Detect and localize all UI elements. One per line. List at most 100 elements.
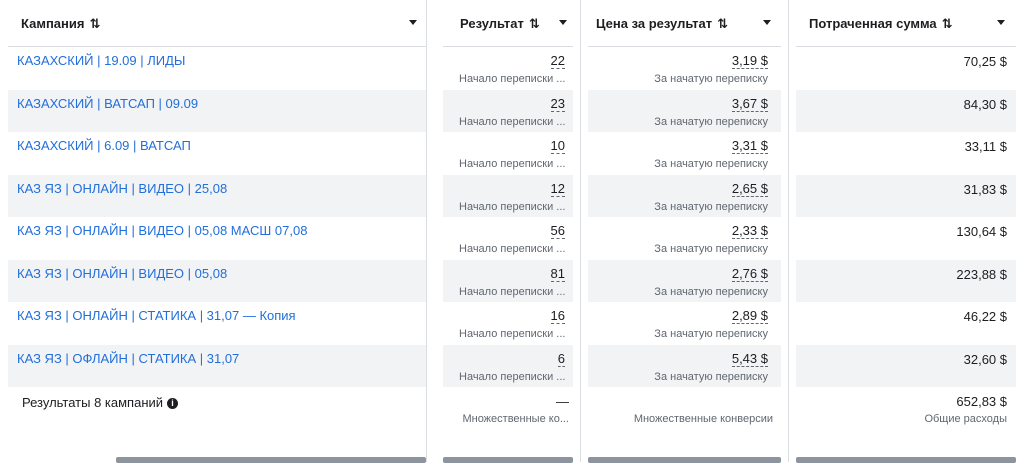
result-header[interactable]: Результат ⇅ [443, 0, 573, 47]
result-value[interactable]: 12 [550, 181, 565, 197]
spent-header[interactable]: Потраченная сумма ⇅ [796, 0, 1016, 47]
campaign-link[interactable]: КАЗАХСКИЙ | 19.09 | ЛИДЫ [17, 53, 186, 68]
cost-cell: 2,89 $ За начатую переписку [588, 302, 781, 344]
campaign-cell: КАЗАХСКИЙ | 19.09 | ЛИДЫ [8, 47, 426, 89]
cost-subtext: За начатую переписку [654, 73, 768, 85]
chevron-down-icon[interactable] [997, 20, 1005, 25]
campaign-header[interactable]: Кампания ⇅ [8, 0, 426, 47]
campaign-link[interactable]: КАЗ ЯЗ | ОНЛАЙН | ВИДЕО | 25,08 [17, 181, 228, 196]
spent-value: 70,25 $ [963, 54, 1007, 69]
chevron-down-icon[interactable] [409, 20, 417, 25]
result-subtext: Начало переписки ... [459, 158, 566, 170]
cost-value[interactable]: 3,19 $ [731, 53, 768, 69]
spent-cell: 223,88 $ [796, 260, 1016, 302]
result-cell: 23 Начало переписки ... [443, 90, 573, 132]
sort-icon[interactable]: ⇅ [717, 16, 728, 31]
horizontal-scrollbar[interactable] [443, 457, 573, 463]
spent-value: 223,88 $ [956, 267, 1007, 282]
cost-value[interactable]: 2,65 $ [731, 181, 768, 197]
campaign-cell: КАЗАХСКИЙ | ВАТСАП | 09.09 [8, 90, 426, 132]
result-subtext: Начало переписки ... [459, 243, 566, 255]
result-value[interactable]: 56 [550, 223, 565, 239]
spent-value: 32,60 $ [963, 352, 1007, 367]
result-header-title[interactable]: Результат ⇅ [460, 16, 540, 31]
horizontal-scrollbar[interactable] [116, 457, 426, 463]
summary-result-value: — [556, 394, 569, 409]
summary-cost-cell: Множественные конверсии [588, 389, 781, 431]
summary-spent-sub: Общие расходы [924, 413, 1007, 425]
info-icon[interactable]: i [167, 398, 179, 409]
campaign-link[interactable]: КАЗАХСКИЙ | ВАТСАП | 09.09 [17, 96, 199, 111]
cost-subtext: За начатую переписку [654, 158, 768, 170]
cost-value[interactable]: 2,33 $ [731, 223, 768, 239]
cost-value[interactable]: 5,43 $ [731, 351, 768, 367]
cost-value[interactable]: 2,89 $ [731, 308, 768, 324]
spent-cell: 70,25 $ [796, 47, 1016, 89]
summary-label: Результаты 8 кампаний [22, 395, 164, 410]
sort-icon[interactable]: ⇅ [941, 16, 953, 31]
spent-header-title[interactable]: Потраченная сумма ⇅ [809, 16, 953, 31]
result-cell: 16 Начало переписки ... [443, 302, 573, 344]
sort-icon[interactable]: ⇅ [528, 16, 540, 31]
campaign-link[interactable]: КАЗАХСКИЙ | 6.09 | ВАТСАП [17, 138, 191, 153]
summary-row: Результаты 8 кампаний i [8, 389, 426, 431]
summary-result-sub: Множественные ко... [462, 413, 569, 425]
sort-icon[interactable]: ⇅ [89, 16, 100, 31]
chevron-down-icon[interactable] [559, 20, 567, 25]
summary-spent-value: 652,83 $ [956, 394, 1007, 409]
cost-value[interactable]: 2,76 $ [731, 266, 768, 282]
campaign-column: Кампания ⇅ КАЗАХСКИЙ | 19.09 | ЛИДЫ КАЗАХС… [8, 0, 426, 470]
column-divider [580, 0, 581, 462]
cost-subtext: За начатую переписку [654, 201, 768, 213]
cost-subtext: За начатую переписку [654, 328, 768, 340]
result-value[interactable]: 23 [550, 96, 565, 112]
cost-value[interactable]: 3,31 $ [731, 138, 768, 154]
result-subtext: Начало переписки ... [459, 371, 566, 383]
campaign-link[interactable]: КАЗ ЯЗ | ОФЛАЙН | СТАТИКА | 31,07 [17, 351, 240, 366]
spent-value: 33,11 $ [964, 139, 1007, 154]
campaign-cell: КАЗ ЯЗ | ОНЛАЙН | СТАТИКА | 31,07 — Копи… [8, 302, 426, 344]
cost-subtext: За начатую переписку [654, 371, 768, 383]
campaign-link[interactable]: КАЗ ЯЗ | ОНЛАЙН | ВИДЕО | 05,08 МАСШ 07,… [17, 223, 308, 238]
spent-value: 84,30 $ [963, 97, 1007, 112]
horizontal-scrollbar[interactable] [588, 457, 781, 463]
spent-value: 130,64 $ [956, 224, 1007, 239]
spent-cell: 130,64 $ [796, 217, 1016, 259]
spent-cell: 84,30 $ [796, 90, 1016, 132]
cost-cell: 2,76 $ За начатую переписку [588, 260, 781, 302]
cost-cell: 3,67 $ За начатую переписку [588, 90, 781, 132]
cost-subtext: За начатую переписку [654, 116, 768, 128]
campaign-link[interactable]: КАЗ ЯЗ | ОНЛАЙН | ВИДЕО | 05,08 [17, 266, 228, 281]
cost-header-title[interactable]: Цена за результат ⇅ [596, 16, 728, 31]
cost-subtext: За начатую переписку [654, 286, 768, 298]
summary-spent-cell: 652,83 $ Общие расходы [796, 389, 1016, 431]
result-column: Результат ⇅ 22 Начало переписки ... 23 Начал… [443, 0, 573, 470]
spent-column: Потраченная сумма ⇅ 70,25 $ 84,30 $ 33,11 $… [796, 0, 1016, 470]
campaign-cell: КАЗ ЯЗ | ОФЛАЙН | СТАТИКА | 31,07 [8, 345, 426, 387]
result-value[interactable]: 81 [550, 266, 565, 282]
cost-cell: 3,19 $ За начатую переписку [588, 47, 781, 89]
column-divider [788, 0, 789, 462]
result-subtext: Начало переписки ... [459, 201, 566, 213]
result-value[interactable]: 22 [550, 53, 565, 69]
result-cell: 10 Начало переписки ... [443, 132, 573, 174]
campaign-link[interactable]: КАЗ ЯЗ | ОНЛАЙН | СТАТИКА | 31,07 — Копи… [17, 308, 296, 323]
result-value[interactable]: 10 [550, 138, 565, 154]
cost-header[interactable]: Цена за результат ⇅ [588, 0, 781, 47]
cost-value[interactable]: 3,67 $ [731, 96, 768, 112]
result-value[interactable]: 6 [557, 351, 565, 367]
summary-cost-sub: Множественные конверсии [633, 413, 773, 425]
spent-cell: 46,22 $ [796, 302, 1016, 344]
campaign-header-title[interactable]: Кампания ⇅ [21, 16, 100, 31]
result-cell: 56 Начало переписки ... [443, 217, 573, 259]
result-subtext: Начало переписки ... [459, 328, 566, 340]
result-cell: 81 Начало переписки ... [443, 260, 573, 302]
cost-subtext: За начатую переписку [654, 243, 768, 255]
result-subtext: Начало переписки ... [459, 116, 566, 128]
chevron-down-icon[interactable] [763, 20, 771, 25]
spent-value: 46,22 $ [963, 309, 1007, 324]
campaign-cell: КАЗ ЯЗ | ОНЛАЙН | ВИДЕО | 25,08 [8, 175, 426, 217]
horizontal-scrollbar[interactable] [796, 457, 1016, 463]
result-value[interactable]: 16 [550, 308, 565, 324]
result-subtext: Начало переписки ... [459, 73, 566, 85]
